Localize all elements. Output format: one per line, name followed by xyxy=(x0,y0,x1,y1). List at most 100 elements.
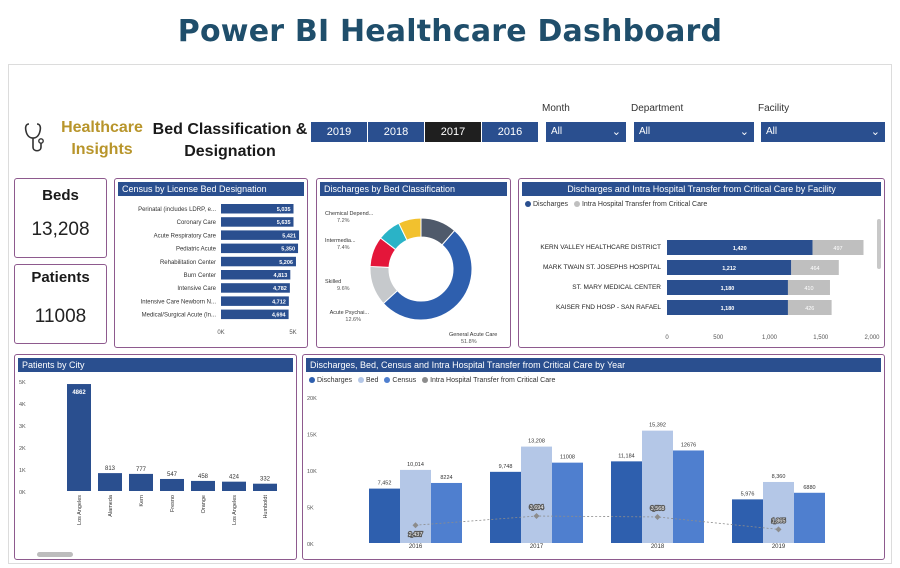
year-bar xyxy=(400,469,431,543)
legend-item-discharges: Discharges xyxy=(309,377,352,384)
city-bar-value: 547 xyxy=(167,472,178,478)
facility-transfer-bar xyxy=(787,280,830,295)
facility-row-label: ST. MARY MEDICAL CENTER xyxy=(572,284,661,291)
census-row-label: Acute Respiratory Care xyxy=(154,233,217,239)
facility-transfer-bar xyxy=(812,240,864,255)
dashboard-frame: Healthcare Insights Bed Classification &… xyxy=(8,64,892,564)
page-title: Power BI Healthcare Dashboard xyxy=(177,14,723,49)
year-x-label: 2019 xyxy=(772,544,786,550)
beds-kpi-label: Beds xyxy=(42,187,79,204)
census-chart: Perinatal (includes LDRP, e... 5,035 Coron… xyxy=(138,204,300,336)
year-transfer-value: 3,694 xyxy=(530,505,544,511)
year-y-tick: 15K xyxy=(307,433,317,439)
donut-slice-value: 51.8% xyxy=(461,339,477,345)
donut-slice-value: 12.6% xyxy=(345,317,361,323)
facility-select-value: All xyxy=(766,126,778,137)
census-axis-label: 0K xyxy=(217,330,224,336)
stethoscope-icon xyxy=(24,123,44,152)
donut-slice-label: Chemical Depend... xyxy=(325,211,374,217)
city-bar-value: 813 xyxy=(105,466,116,472)
month-select[interactable]: All ⌄ xyxy=(546,122,626,142)
facility-select[interactable]: All ⌄ xyxy=(761,122,885,142)
beds-kpi-value: 13,208 xyxy=(31,219,90,240)
census-axis-label: 5K xyxy=(289,330,296,336)
patients-kpi-label: Patients xyxy=(31,269,90,286)
donut-slice-label: Skilled xyxy=(325,279,341,285)
year-x-label: 2017 xyxy=(530,544,544,550)
department-select[interactable]: All ⌄ xyxy=(634,122,754,142)
census-row-label: Intensive Care Newborn N... xyxy=(141,299,217,305)
year-bar xyxy=(490,471,521,543)
city-bar xyxy=(129,473,153,491)
city-bar-value: 332 xyxy=(260,477,271,483)
city-bar-value: 458 xyxy=(198,474,209,480)
city-name-label: Humboldt xyxy=(263,495,269,519)
patients-kpi-value: 11008 xyxy=(34,306,87,327)
census-bar-value: 4,782 xyxy=(273,286,287,292)
year-bar xyxy=(611,461,642,543)
city-name-label: Kern xyxy=(139,495,145,507)
donut-slice-value: 9.6% xyxy=(337,286,350,292)
facility-axis-tick: 500 xyxy=(713,335,724,341)
year-bar xyxy=(431,482,462,543)
year-button-2018[interactable]: 2018 xyxy=(368,122,424,142)
year-transfer-line xyxy=(415,515,779,530)
facility-row-label: KAISER FND HOSP - SAN RAFAEL xyxy=(556,304,661,311)
logo-line1: Healthcare xyxy=(61,119,143,136)
census-bar-value: 4,712 xyxy=(272,299,286,305)
city-chart: 5K 4K 3K 2K 1K 0K 4862 Los Angeles 813 Alameda 777… xyxy=(19,380,277,525)
census-row-label: Coronary Care xyxy=(177,220,217,226)
city-name-label: Fresno xyxy=(170,495,176,512)
year-bar-value: 11008 xyxy=(560,455,575,461)
city-bar xyxy=(253,483,277,491)
chevron-down-icon: ⌄ xyxy=(739,126,749,138)
facility-transfer-bar xyxy=(787,300,832,315)
year-bar-value: 10,014 xyxy=(407,462,424,468)
year-y-tick: 5K xyxy=(307,506,314,512)
year-bar-value: 15,392 xyxy=(649,423,666,429)
facility-discharges-bar xyxy=(667,240,813,255)
year-bar xyxy=(369,488,400,543)
year-bar-value: 8,360 xyxy=(772,474,786,480)
city-bar xyxy=(191,480,215,491)
census-row-label: Burn Center xyxy=(184,273,216,279)
year-transfer-value: 1,865 xyxy=(772,518,786,524)
census-row-label: Medical/Surgical Acute (In... xyxy=(142,313,217,319)
census-bar-value: 4,694 xyxy=(272,313,287,319)
city-name-label: Orange xyxy=(201,495,207,513)
facility-legend: Discharges Intra Hospital Transfer from … xyxy=(525,201,711,208)
year-bar xyxy=(732,499,763,543)
year-button-2017[interactable]: 2017 xyxy=(425,122,481,142)
month-select-value: All xyxy=(551,126,563,137)
logo-line2: Insights xyxy=(71,141,133,158)
year-bar-value: 5,976 xyxy=(741,491,755,497)
facility-scrollbar[interactable] xyxy=(877,219,881,269)
census-row-label: Intensive Care xyxy=(177,286,216,292)
year-bar xyxy=(552,462,583,543)
legend-item-bed: Bed xyxy=(357,377,379,384)
donut-card: Discharges by Bed Classification General… xyxy=(316,178,511,348)
census-bar xyxy=(221,243,299,254)
census-bar-value: 5,350 xyxy=(281,247,295,253)
year-bar-value: 8224 xyxy=(440,475,452,481)
facility-axis-tick: 1,000 xyxy=(762,335,778,341)
legend-year-discharges: Discharges xyxy=(317,377,353,384)
facility-discharges-bar xyxy=(667,300,788,315)
city-y-tick: 0K xyxy=(19,490,26,496)
city-card: Patients by City 5K 4K 3K 2K 1K 0K 4862 Los Ang… xyxy=(14,354,297,560)
facility-discharges-value: 1,180 xyxy=(721,306,735,312)
legend-year-census: Census xyxy=(392,377,417,384)
facility-row-label: KERN VALLEY HEALTHCARE DISTRICT xyxy=(540,244,661,251)
year-bar xyxy=(763,481,794,543)
city-bar-value: 424 xyxy=(229,475,240,481)
year-button-2019[interactable]: 2019 xyxy=(311,122,367,142)
city-scrollbar[interactable] xyxy=(37,552,73,557)
beds-kpi-card: Beds 13,208 xyxy=(14,178,107,258)
year-button-2016[interactable]: 2016 xyxy=(482,122,538,142)
year-transfer-point xyxy=(775,526,782,533)
facility-transfer-value: 497 xyxy=(833,246,842,252)
legend-item-transfer: Intra Hospital Transfer from Critical Ca… xyxy=(573,201,707,208)
city-name-label: Los Angeles xyxy=(232,495,238,525)
legend-year-bed: Bed xyxy=(365,377,379,384)
city-y-tick: 2K xyxy=(19,446,26,452)
